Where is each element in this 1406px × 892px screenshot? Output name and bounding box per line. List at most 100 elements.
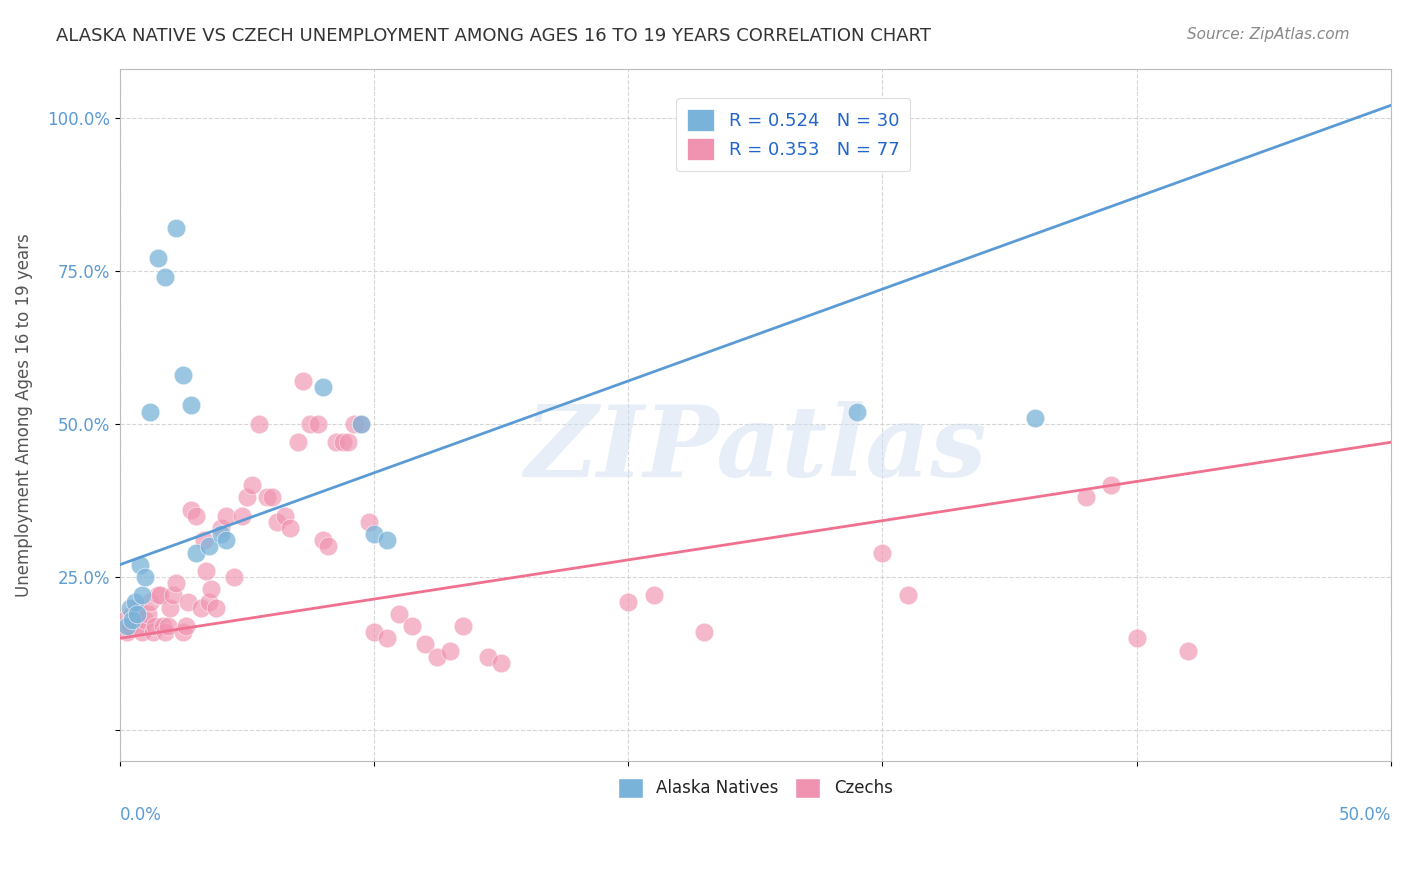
- Point: [146, 252, 169, 266]
- Point: [350, 417, 373, 431]
- Point: [489, 656, 512, 670]
- Point: [180, 399, 202, 413]
- Point: [872, 545, 894, 559]
- Point: [172, 368, 194, 382]
- Point: [134, 613, 156, 627]
- Point: [451, 619, 474, 633]
- Point: [139, 404, 162, 418]
- Point: [222, 570, 245, 584]
- Point: [231, 508, 253, 523]
- Point: [197, 594, 219, 608]
- Point: [131, 589, 153, 603]
- Point: [401, 619, 423, 633]
- Point: [127, 607, 149, 621]
- Point: [249, 417, 271, 431]
- Point: [215, 508, 238, 523]
- Point: [342, 417, 364, 431]
- Text: 0.0%: 0.0%: [120, 805, 162, 824]
- Point: [195, 564, 218, 578]
- Point: [291, 374, 314, 388]
- Point: [114, 613, 136, 627]
- Point: [312, 380, 335, 394]
- Point: [350, 417, 373, 431]
- Point: [139, 594, 162, 608]
- Point: [200, 582, 222, 597]
- Point: [235, 491, 257, 505]
- Point: [312, 533, 335, 548]
- Point: [177, 594, 200, 608]
- Point: [262, 491, 284, 505]
- Point: [240, 478, 263, 492]
- Point: [159, 600, 181, 615]
- Point: [209, 527, 232, 541]
- Point: [184, 508, 207, 523]
- Point: [121, 613, 143, 627]
- Point: [127, 600, 149, 615]
- Text: ALASKA NATIVE VS CZECH UNEMPLOYMENT AMONG AGES 16 TO 19 YEARS CORRELATION CHART: ALASKA NATIVE VS CZECH UNEMPLOYMENT AMON…: [56, 27, 931, 45]
- Point: [165, 576, 187, 591]
- Point: [174, 619, 197, 633]
- Point: [142, 625, 165, 640]
- Point: [149, 589, 172, 603]
- Point: [115, 619, 138, 633]
- Point: [180, 502, 202, 516]
- Point: [363, 527, 385, 541]
- Point: [426, 649, 449, 664]
- Point: [118, 619, 141, 633]
- Point: [617, 594, 640, 608]
- Point: [124, 613, 146, 627]
- Point: [205, 600, 228, 615]
- Legend: Alaska Natives, Czechs: Alaska Natives, Czechs: [607, 767, 903, 808]
- Point: [215, 533, 238, 548]
- Point: [165, 220, 187, 235]
- Point: [155, 269, 177, 284]
- Point: [146, 589, 169, 603]
- Point: [197, 540, 219, 554]
- Point: [131, 625, 153, 640]
- Text: 50.0%: 50.0%: [1339, 805, 1391, 824]
- Point: [274, 508, 297, 523]
- Point: [756, 128, 779, 143]
- Point: [357, 515, 380, 529]
- Point: [807, 128, 830, 143]
- Point: [413, 637, 436, 651]
- Point: [375, 632, 398, 646]
- Point: [209, 521, 232, 535]
- Point: [190, 600, 212, 615]
- Point: [162, 589, 184, 603]
- Point: [846, 404, 869, 418]
- Y-axis label: Unemployment Among Ages 16 to 19 years: Unemployment Among Ages 16 to 19 years: [15, 233, 32, 597]
- Point: [307, 417, 329, 431]
- Point: [325, 435, 347, 450]
- Point: [172, 625, 194, 640]
- Point: [337, 435, 360, 450]
- Point: [1125, 632, 1147, 646]
- Point: [115, 625, 138, 640]
- Point: [643, 589, 665, 603]
- Point: [388, 607, 411, 621]
- Point: [897, 589, 920, 603]
- Point: [155, 625, 177, 640]
- Text: Source: ZipAtlas.com: Source: ZipAtlas.com: [1187, 27, 1350, 42]
- Point: [477, 649, 499, 664]
- Point: [152, 619, 174, 633]
- Point: [266, 515, 288, 529]
- Point: [184, 545, 207, 559]
- Point: [256, 491, 278, 505]
- Point: [278, 521, 301, 535]
- Point: [1074, 491, 1097, 505]
- Point: [1024, 410, 1046, 425]
- Point: [744, 141, 766, 155]
- Point: [363, 625, 385, 640]
- Point: [299, 417, 322, 431]
- Point: [316, 540, 339, 554]
- Point: [118, 600, 141, 615]
- Point: [375, 533, 398, 548]
- Point: [693, 625, 716, 640]
- Point: [129, 619, 152, 633]
- Point: [332, 435, 354, 450]
- Point: [782, 128, 804, 143]
- Point: [156, 619, 179, 633]
- Point: [820, 128, 842, 143]
- Point: [1099, 478, 1122, 492]
